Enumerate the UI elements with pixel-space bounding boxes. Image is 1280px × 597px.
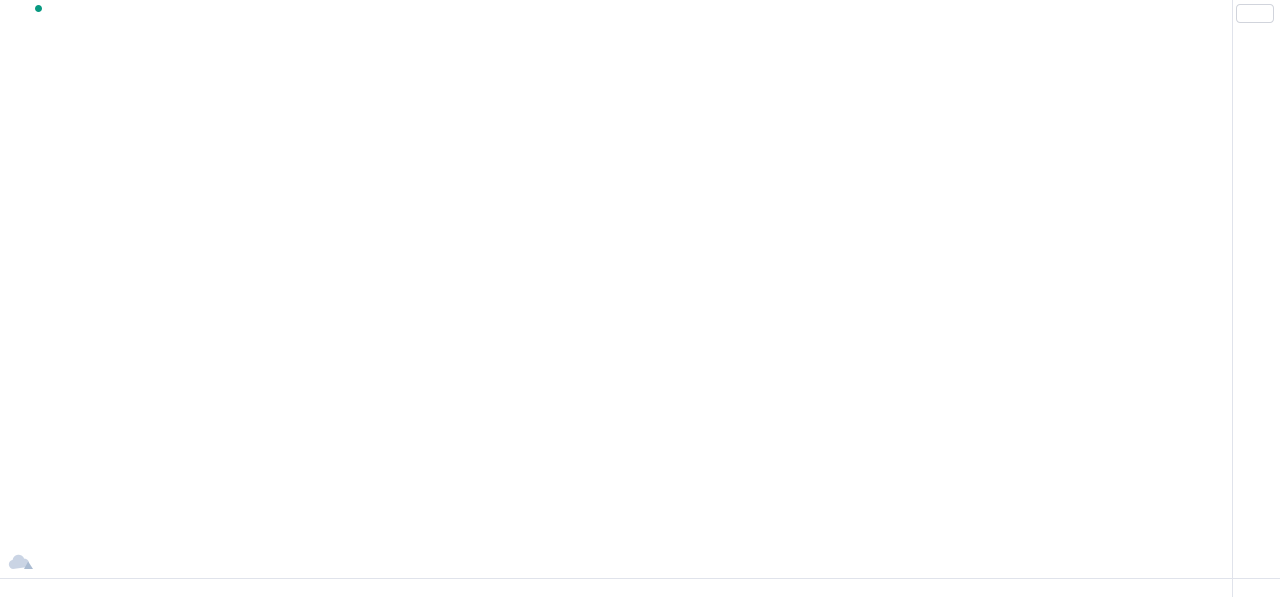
tradingview-watermark-logo	[8, 554, 34, 579]
symbol-legend[interactable]	[8, 5, 42, 12]
time-axis[interactable]	[0, 578, 1232, 597]
market-status-dot-icon	[35, 5, 42, 12]
axis-corner	[1232, 578, 1280, 597]
price-axis[interactable]	[1232, 0, 1280, 578]
currency-toggle-button[interactable]	[1236, 4, 1274, 23]
